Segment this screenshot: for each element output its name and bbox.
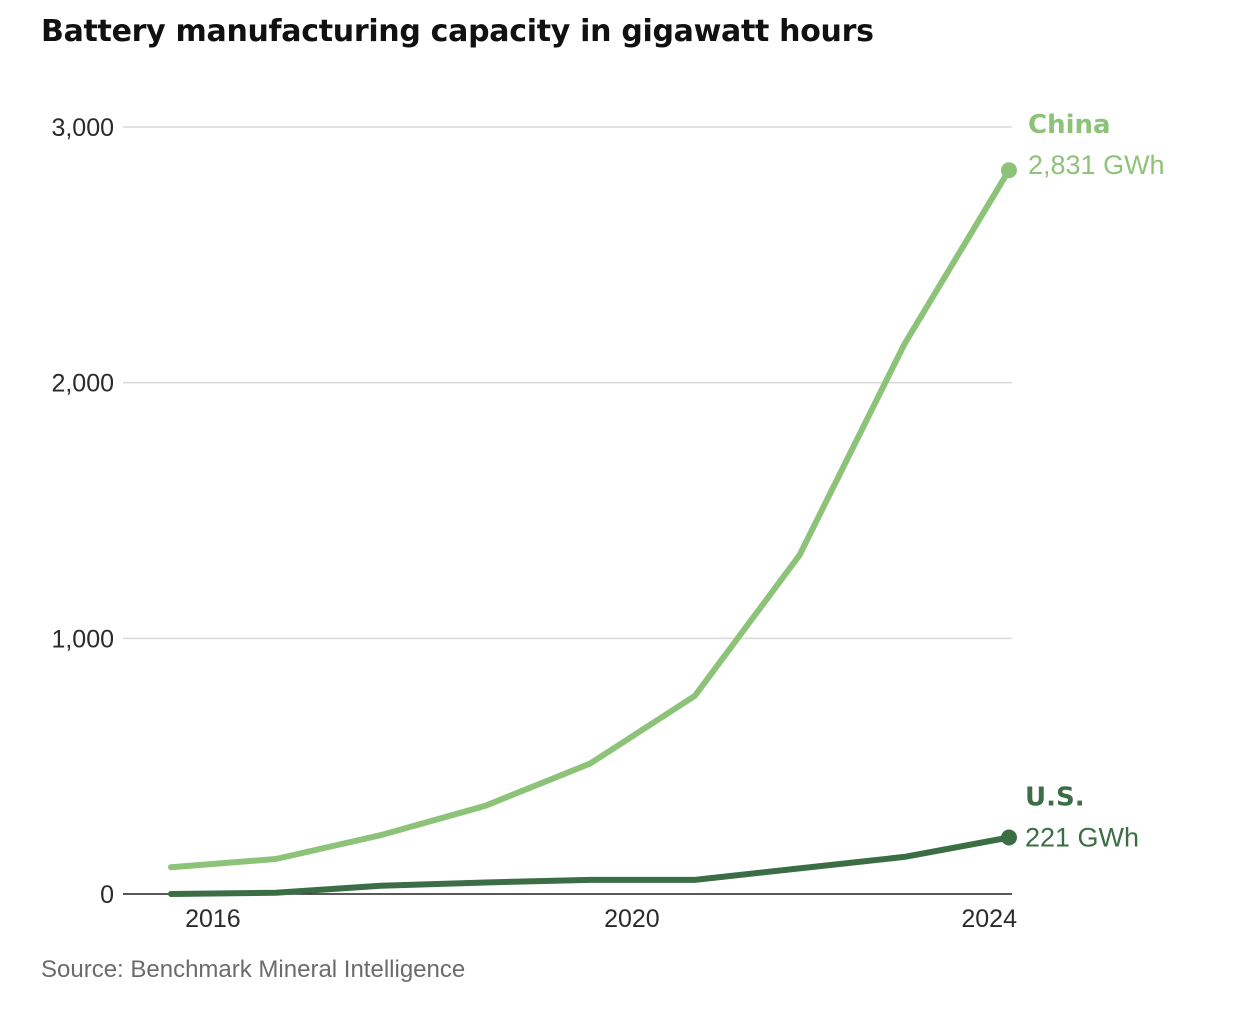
y-tick-label: 0 [100,881,114,909]
y-axis-ticks: 0 1,000 2,000 3,000 [51,114,114,909]
series-end-point [1001,162,1017,179]
series-name-label: U.S. [1025,782,1085,812]
chart-title: Battery manufacturing capacity in gigawa… [41,14,874,49]
series-name-label: China [1028,110,1111,140]
x-tick-label: 2020 [604,905,660,933]
y-tick-label: 1,000 [51,625,114,653]
series-value-label: 221 GWh [1025,822,1139,852]
y-tick-label: 2,000 [51,370,114,398]
source-note: Source: Benchmark Mineral Intelligence [41,956,466,983]
gridlines [123,126,1012,640]
series-line-us [168,834,1012,897]
x-tick-label: 2016 [185,905,241,933]
series-end-point [1001,829,1017,846]
series-line-china [168,167,1012,871]
x-tick-label: 2024 [961,905,1017,933]
series-labels: China 2,831 GWh U.S. 221 GWh [1025,110,1165,852]
x-axis-ticks: 2016 2020 2024 [185,905,1017,933]
series-value-label: 2,831 GWh [1028,150,1165,180]
series-lines [168,162,1017,897]
y-tick-label: 3,000 [51,114,114,142]
